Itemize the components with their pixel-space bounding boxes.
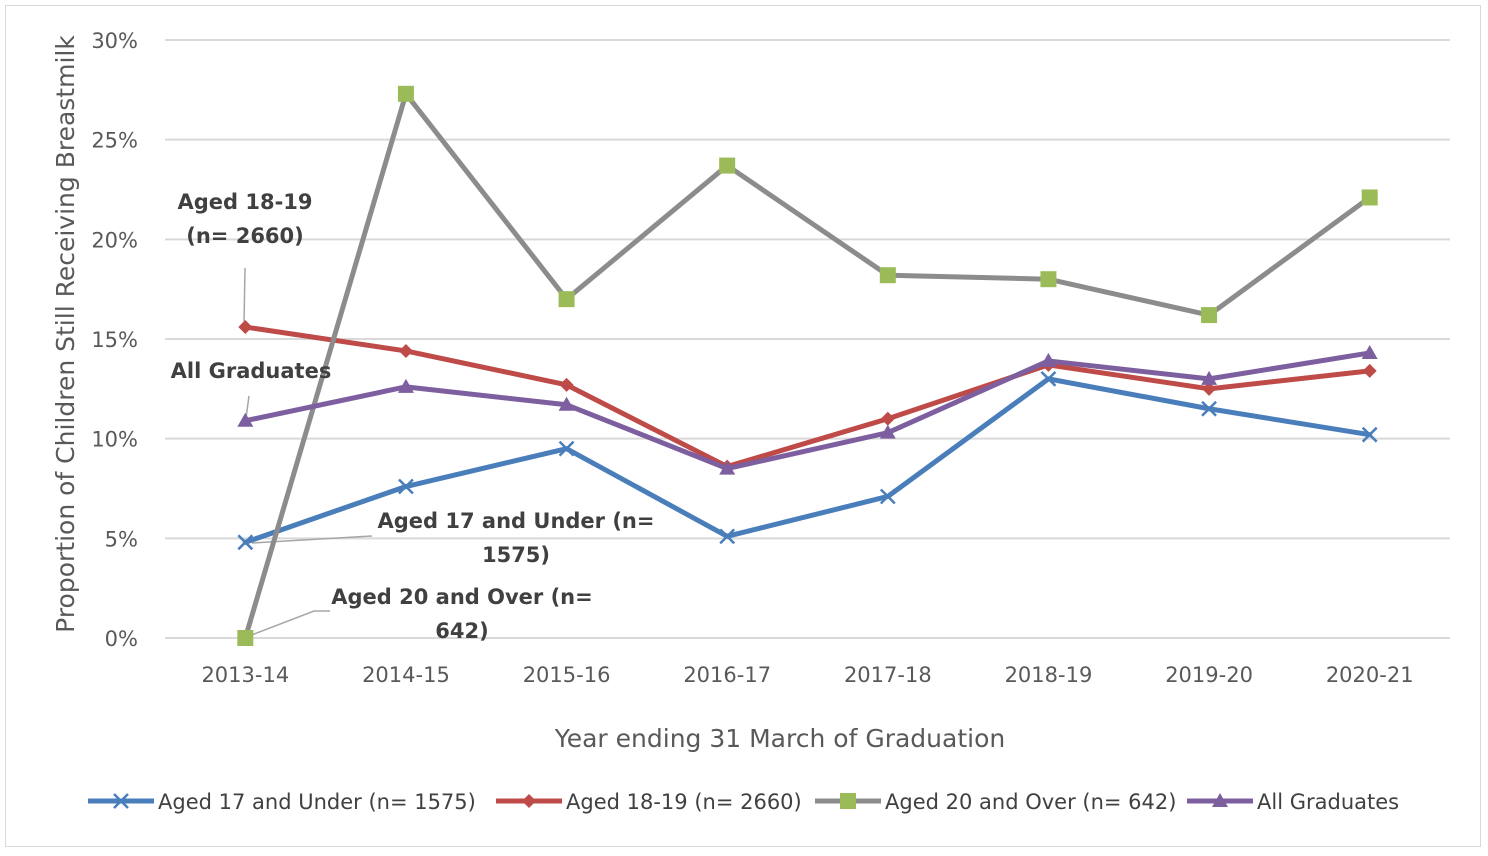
data-point — [397, 378, 414, 393]
data-point — [1201, 370, 1218, 385]
annotations: Aged 18-19 (n= 2660) All Graduates Aged 17 … — [171, 190, 655, 643]
series-line — [242, 324, 1373, 470]
legend-item-2: Aged 18-19 (n= 2660) — [496, 790, 802, 814]
y-tick-label: 10% — [91, 428, 138, 452]
annotation-leader — [248, 610, 330, 637]
legend-label: Aged 18-19 (n= 2660) — [566, 790, 802, 814]
legend-item-4: All Graduates — [1187, 790, 1399, 814]
y-axis-ticks: 0% 5% 10% 15% 20% 25% 30% — [91, 29, 138, 651]
data-point — [1362, 363, 1377, 378]
data-point — [1201, 307, 1218, 324]
series-4 — [237, 344, 1378, 475]
annotation-leader — [243, 267, 246, 325]
data-point — [398, 478, 414, 495]
legend-marker — [522, 794, 536, 808]
x-tick-label: 2020-21 — [1326, 663, 1414, 687]
annotation-leader — [251, 535, 373, 544]
series-line — [242, 91, 1373, 641]
data-annotation: Aged 17 and Under (n= 1575) — [378, 509, 655, 567]
series-1 — [237, 370, 1378, 551]
data-point — [558, 396, 575, 411]
legend-label: Aged 20 and Over (n= 642) — [885, 790, 1176, 814]
data-point — [558, 291, 575, 308]
x-tick-label: 2014-15 — [362, 663, 450, 687]
data-point — [397, 85, 414, 102]
y-tick-label: 5% — [105, 527, 138, 551]
data-point — [1361, 426, 1378, 443]
legend-marker — [840, 793, 856, 809]
legend: Aged 17 and Under (n= 1575) Aged 18-19 (n… — [88, 790, 1399, 814]
annotation-leader — [245, 395, 250, 419]
data-point — [238, 320, 253, 335]
y-tick-label: 25% — [91, 129, 138, 153]
legend-marker — [1212, 793, 1228, 807]
data-annotation: All Graduates — [171, 359, 332, 383]
data-point — [880, 411, 895, 426]
y-tick-label: 30% — [91, 29, 138, 53]
series-line — [242, 376, 1373, 545]
x-axis-ticks: 2013-14 2014-15 2015-16 2016-17 2017-18 2018-… — [201, 663, 1413, 687]
gridlines — [165, 39, 1450, 639]
data-point — [879, 267, 896, 284]
x-tick-label: 2019-20 — [1165, 663, 1253, 687]
x-axis-title: Year ending 31 March of Graduation — [554, 724, 1005, 753]
data-point — [398, 343, 413, 358]
annotation-leaders — [243, 267, 373, 637]
y-axis-title: Proportion of Children Still Receiving B… — [51, 35, 80, 633]
series-layer — [237, 85, 1378, 646]
data-point — [719, 460, 736, 475]
legend-label: Aged 17 and Under (n= 1575) — [158, 790, 476, 814]
data-point — [879, 424, 896, 439]
data-point — [719, 157, 736, 174]
data-point — [1201, 400, 1217, 417]
y-tick-label: 0% — [105, 627, 138, 651]
data-point — [237, 534, 254, 551]
data-point — [237, 412, 254, 427]
legend-label: All Graduates — [1257, 790, 1399, 814]
data-point — [1040, 352, 1057, 367]
data-point — [558, 440, 575, 457]
x-tick-label: 2013-14 — [201, 663, 289, 687]
data-point — [1040, 370, 1057, 387]
x-tick-label: 2017-18 — [844, 663, 932, 687]
x-tick-label: 2016-17 — [683, 663, 771, 687]
y-tick-label: 20% — [91, 228, 138, 252]
y-tick-label: 15% — [91, 328, 138, 352]
series-3 — [237, 85, 1378, 646]
data-point — [1361, 189, 1378, 206]
legend-marker — [113, 793, 129, 809]
legend-item-1: Aged 17 and Under (n= 1575) — [88, 790, 476, 814]
x-tick-label: 2015-16 — [523, 663, 611, 687]
data-annotation: Aged 18-19 (n= 2660) — [177, 190, 312, 248]
data-point — [719, 528, 736, 545]
data-point — [1202, 381, 1217, 396]
series-2 — [238, 320, 1377, 474]
series-line — [242, 350, 1373, 472]
data-annotation: Aged 20 and Over (n= 642) — [331, 585, 592, 643]
data-point — [559, 377, 574, 392]
legend-item-3: Aged 20 and Over (n= 642) — [815, 790, 1176, 814]
x-tick-label: 2018-19 — [1005, 663, 1093, 687]
data-point — [1040, 271, 1057, 288]
data-point — [1361, 344, 1378, 359]
data-point — [237, 630, 254, 646]
data-point — [879, 488, 896, 505]
